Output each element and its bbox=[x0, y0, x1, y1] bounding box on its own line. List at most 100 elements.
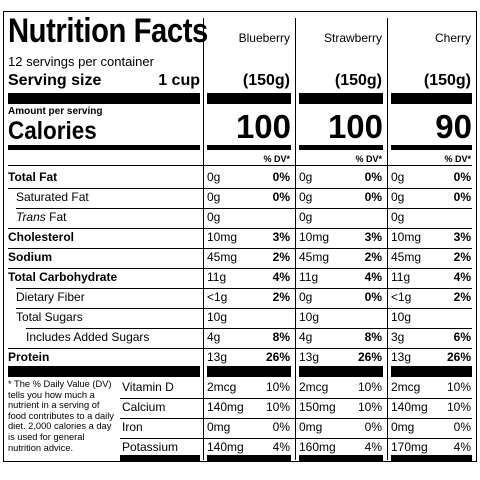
serving-grams-blueberry: (150g) bbox=[242, 72, 290, 89]
divider-bar bbox=[8, 93, 200, 104]
servings-per-container: 12 servings per container bbox=[8, 54, 154, 69]
divider-line bbox=[8, 165, 472, 166]
nutrient-label: Trans Fat bbox=[16, 210, 67, 224]
row-separator bbox=[16, 308, 472, 309]
vitamin-amount: 0mg bbox=[299, 420, 323, 434]
nutrient-amount: 0g bbox=[299, 190, 313, 204]
vitamin-dv: 10% bbox=[446, 380, 471, 394]
nutrient-amount: 13g bbox=[207, 350, 228, 364]
row-separator bbox=[8, 188, 472, 189]
vitamin-amount: 140mg bbox=[207, 400, 244, 414]
column-divider bbox=[387, 18, 388, 460]
divider-bar bbox=[207, 93, 291, 104]
nutrient-dv: 3% bbox=[364, 230, 382, 244]
nutrient-amount: 45mg bbox=[299, 250, 330, 264]
vitamin-amount: 160mg bbox=[299, 440, 336, 454]
nutrient-amount: 45mg bbox=[391, 250, 422, 264]
nutrient-dv: 4% bbox=[272, 270, 290, 284]
vitamin-amount: 150mg bbox=[299, 400, 336, 414]
vitamin-amount: 140mg bbox=[391, 400, 428, 414]
column-divider bbox=[295, 18, 296, 460]
nutrient-amount: 0g bbox=[299, 290, 313, 304]
vitamin-amount: 2mcg bbox=[207, 380, 237, 394]
vitamin-amount: 2mcg bbox=[391, 380, 421, 394]
nutrient-amount: 0g bbox=[207, 210, 221, 224]
calories-strawberry: 100 bbox=[327, 108, 383, 145]
divider-bar bbox=[8, 366, 200, 377]
nutrient-dv: 2% bbox=[453, 290, 471, 304]
nutrient-label: Total Carbohydrate bbox=[8, 270, 118, 284]
vitamin-dv: 0% bbox=[364, 420, 382, 434]
divider-bar bbox=[299, 145, 383, 150]
nutrient-dv: 2% bbox=[453, 250, 471, 264]
dv-header-cherry: % DV* bbox=[444, 154, 471, 164]
nutrient-dv: 0% bbox=[364, 190, 382, 204]
nutrient-dv: 8% bbox=[364, 330, 382, 344]
nutrient-amount: 11g bbox=[299, 270, 319, 284]
row-separator bbox=[8, 268, 472, 269]
nutrient-amount: 45mg bbox=[207, 250, 238, 264]
divider-bar bbox=[299, 366, 383, 377]
vitamin-amount: 140mg bbox=[207, 440, 244, 454]
nutrient-amount: 0g bbox=[299, 170, 313, 184]
vitamin-dv: 0% bbox=[453, 420, 471, 434]
row-separator bbox=[8, 348, 472, 349]
divider-bar bbox=[207, 145, 291, 150]
nutrient-amount: 10mg bbox=[207, 230, 238, 244]
nutrient-amount: 0g bbox=[391, 170, 405, 184]
flavor-name-blueberry: Blueberry bbox=[238, 31, 290, 45]
divider-bar bbox=[207, 455, 291, 461]
row-separator bbox=[8, 248, 472, 249]
daily-value-footnote: * The % Daily Value (DV) tells you how m… bbox=[8, 379, 114, 453]
nutrient-dv: 4% bbox=[453, 270, 471, 284]
vitamin-dv: 10% bbox=[446, 400, 471, 414]
nutrient-label-italic: Trans bbox=[16, 210, 46, 224]
nutrient-label: Includes Added Sugars bbox=[26, 330, 150, 344]
nutrient-dv: 0% bbox=[453, 190, 471, 204]
divider-bar bbox=[299, 93, 383, 104]
nutrient-dv: 8% bbox=[272, 330, 290, 344]
divider-bar bbox=[120, 455, 200, 461]
label-title: Nutrition Facts bbox=[8, 12, 208, 50]
nutrient-amount: 4g bbox=[207, 330, 221, 344]
divider-bar bbox=[207, 366, 291, 377]
divider-bar bbox=[391, 455, 472, 461]
vitamin-amount: 170mg bbox=[391, 440, 428, 454]
nutrient-dv: 0% bbox=[364, 170, 382, 184]
vitamin-dv: 10% bbox=[265, 400, 290, 414]
nutrient-amount: 0g bbox=[391, 210, 405, 224]
nutrition-facts-panel bbox=[3, 11, 477, 462]
nutrient-amount: 3g bbox=[391, 330, 405, 344]
flavor-name-strawberry: Strawberry bbox=[323, 31, 382, 45]
row-separator bbox=[120, 418, 472, 419]
dv-header-strawberry: % DV* bbox=[355, 154, 382, 164]
divider-bar bbox=[391, 145, 472, 150]
row-separator bbox=[26, 328, 472, 329]
serving-size-value: 1 cup bbox=[158, 72, 200, 89]
nutrient-dv: 26% bbox=[446, 350, 471, 364]
nutrient-dv: 6% bbox=[453, 330, 471, 344]
divider-bar bbox=[391, 366, 472, 377]
serving-grams-strawberry: (150g) bbox=[334, 72, 382, 89]
nutrient-amount: 0g bbox=[299, 210, 313, 224]
vitamin-label: Calcium bbox=[122, 400, 166, 414]
nutrient-amount: 11g bbox=[207, 270, 227, 284]
nutrient-label: Dietary Fiber bbox=[16, 290, 85, 304]
vitamin-dv: 0% bbox=[272, 420, 290, 434]
nutrient-dv: 2% bbox=[272, 290, 290, 304]
nutrient-dv: 0% bbox=[272, 190, 290, 204]
nutrient-amount: 0g bbox=[207, 170, 221, 184]
row-separator bbox=[120, 438, 472, 439]
nutrient-amount: 10g bbox=[207, 310, 228, 324]
vitamin-amount: 2mcg bbox=[299, 380, 329, 394]
column-divider bbox=[203, 18, 204, 460]
nutrient-dv: 3% bbox=[453, 230, 471, 244]
row-separator bbox=[120, 398, 472, 399]
vitamin-dv: 10% bbox=[357, 380, 382, 394]
nutrient-label: Cholesterol bbox=[8, 230, 75, 244]
serving-size-label: Serving size bbox=[8, 72, 102, 89]
nutrient-amount: 10g bbox=[299, 310, 320, 324]
nutrient-amount: <1g bbox=[207, 290, 228, 304]
nutrient-label: Saturated Fat bbox=[16, 190, 89, 204]
nutrient-dv: 2% bbox=[272, 250, 290, 264]
